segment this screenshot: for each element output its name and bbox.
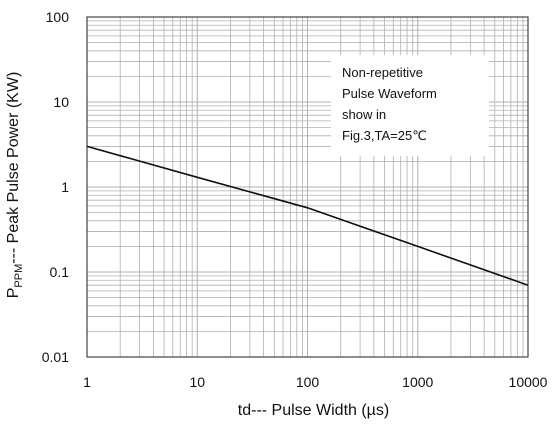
- series-line: [86, 145, 529, 286]
- annotation-box: Non-repetitive Pulse Waveform show in Fi…: [331, 55, 489, 156]
- y-axis-label-subscript: PPM: [13, 264, 25, 288]
- y-tick-label: 0.01: [42, 349, 69, 365]
- x-tick-labels: 1 10 100 1000 10000: [83, 374, 548, 390]
- annotation-line-1: Non-repetitive: [342, 65, 423, 80]
- y-axis-label-rest: --- Peak Pulse Power (KW): [5, 72, 22, 264]
- y-tick-label: 1: [61, 179, 69, 195]
- y-axis-label-prefix: P: [5, 288, 22, 299]
- y-tick-label: 0.1: [50, 264, 70, 280]
- plot-frame: [86, 16, 529, 358]
- annotation-line-4: Fig.3,TA=25℃: [342, 128, 427, 143]
- y-tick-label: 100: [46, 9, 70, 25]
- x-axis-label: td--- Pulse Width (µs): [238, 402, 389, 419]
- x-tick-label: 1000: [402, 374, 433, 390]
- annotation-background: [331, 55, 489, 156]
- series: [86, 145, 529, 286]
- y-tick-label: 10: [53, 94, 69, 110]
- x-tick-label: 10: [189, 374, 205, 390]
- x-tick-label: 100: [296, 374, 320, 390]
- annotation-line-3: show in: [342, 107, 386, 122]
- x-tick-label: 10000: [509, 374, 548, 390]
- grid: [87, 17, 528, 357]
- y-axis-label: PPPM--- Peak Pulse Power (KW): [5, 72, 25, 299]
- y-tick-labels: 0.01 0.1 1 10 100: [42, 9, 69, 365]
- annotation-line-2: Pulse Waveform: [342, 86, 437, 101]
- x-tick-label: 1: [83, 374, 91, 390]
